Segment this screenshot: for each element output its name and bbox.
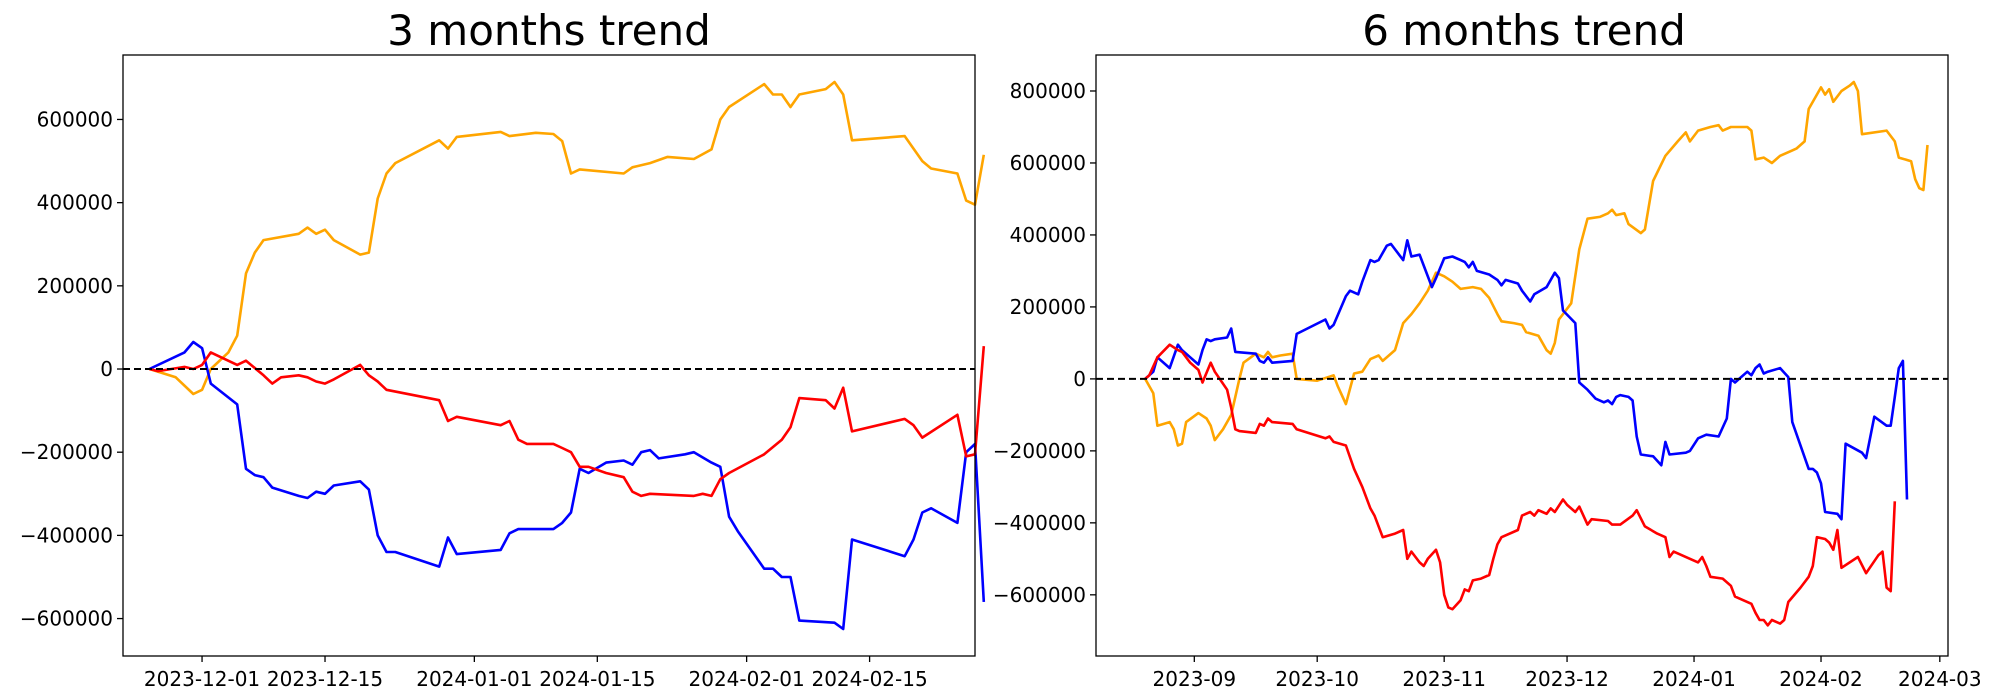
y-tick-label: −400000 bbox=[20, 523, 113, 547]
chart-3-months: 3 months trend −600000 −400000 −200000 0 200… bbox=[20, 6, 986, 691]
y-tick-label: −200000 bbox=[993, 439, 1086, 463]
y-tick-label: 400000 bbox=[1010, 223, 1086, 247]
x-tick-label: 2023-12-15 bbox=[267, 667, 383, 691]
y-tick-label: 800000 bbox=[1010, 79, 1086, 103]
x-tick-label: 2024-03 bbox=[1898, 667, 1982, 691]
y-tick-label: −600000 bbox=[993, 583, 1086, 607]
series-line-2 bbox=[148, 340, 986, 631]
x-tick-label: 2024-02-01 bbox=[689, 667, 805, 691]
x-tick-label: 2023-10 bbox=[1275, 667, 1359, 691]
x-tick-label: 2024-01-01 bbox=[416, 667, 532, 691]
y-tick-label: 0 bbox=[100, 357, 113, 381]
x-tick-label: 2023-11 bbox=[1402, 667, 1486, 691]
plot-area: −600000 −400000 −200000 0 200000 400000 600000… bbox=[993, 54, 1982, 691]
series-line-3 bbox=[149, 345, 986, 498]
x-tick-label: 2024-01 bbox=[1652, 667, 1736, 691]
x-tick-label: 2023-12 bbox=[1525, 667, 1609, 691]
chart-title: 3 months trend bbox=[387, 6, 711, 55]
axes-frame bbox=[1095, 54, 1949, 657]
y-tick-label: 600000 bbox=[37, 107, 113, 131]
axes-frame bbox=[122, 54, 976, 657]
y-tick-label: −200000 bbox=[20, 440, 113, 464]
series-line-3 bbox=[1144, 343, 1897, 627]
y-tick-label: 200000 bbox=[1010, 295, 1086, 319]
x-tick-label: 2024-01-15 bbox=[539, 667, 655, 691]
series-line-1 bbox=[1144, 80, 1929, 447]
y-tick-label: 400000 bbox=[37, 191, 113, 215]
chart-6-months: 6 months trend −600000 −400000 −200000 0 200… bbox=[993, 6, 1982, 691]
series-line-2 bbox=[1144, 239, 1909, 521]
y-tick-label: −400000 bbox=[993, 511, 1086, 535]
x-tick-label: 2023-09 bbox=[1153, 667, 1237, 691]
y-tick-label: −600000 bbox=[20, 607, 113, 631]
y-tick-label: 600000 bbox=[1010, 151, 1086, 175]
plot-area: −600000 −400000 −200000 0 200000 400000 600000… bbox=[20, 54, 986, 691]
x-tick-label: 2023-12-01 bbox=[144, 667, 260, 691]
series-line-1 bbox=[149, 80, 986, 396]
x-tick-label: 2024-02 bbox=[1779, 667, 1863, 691]
y-tick-label: 0 bbox=[1073, 367, 1086, 391]
x-tick-label: 2024-02-15 bbox=[811, 667, 927, 691]
chart-title: 6 months trend bbox=[1362, 6, 1686, 55]
y-tick-label: 200000 bbox=[37, 274, 113, 298]
